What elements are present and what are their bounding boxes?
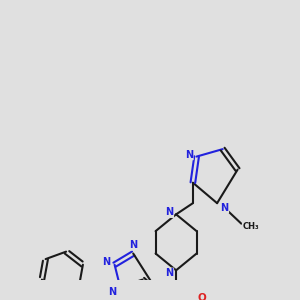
Text: N: N [220, 203, 229, 213]
Text: O: O [198, 293, 207, 300]
Text: N: N [108, 287, 116, 297]
Text: N: N [166, 268, 174, 278]
Text: N: N [185, 150, 193, 160]
Text: N: N [102, 257, 110, 267]
Text: N: N [166, 208, 174, 218]
Text: N: N [129, 240, 137, 250]
Text: CH₃: CH₃ [242, 222, 259, 231]
